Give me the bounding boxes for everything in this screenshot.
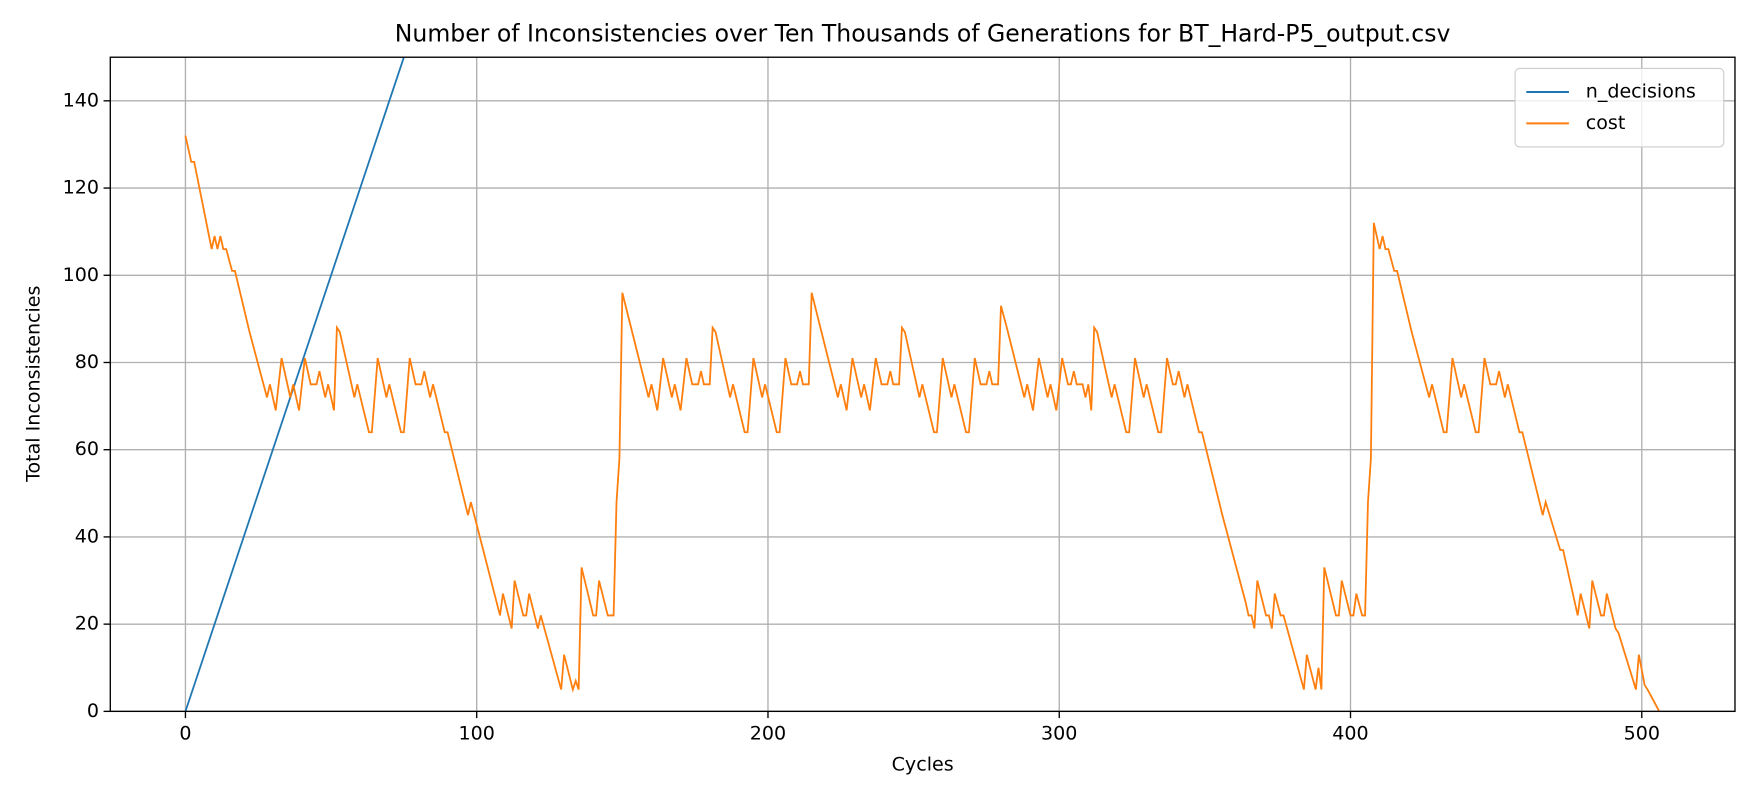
- y-tick-label: 40: [75, 525, 99, 547]
- x-axis-label: Cycles: [892, 754, 954, 776]
- x-tick-label: 0: [179, 722, 191, 744]
- legend-label: n_decisions: [1586, 81, 1696, 103]
- x-tick-label: 400: [1332, 722, 1368, 744]
- axes-frame: [109, 56, 1736, 713]
- y-tick-label: 140: [63, 89, 99, 111]
- y-tick-label: 100: [63, 264, 99, 286]
- x-tick-label: 100: [459, 722, 495, 744]
- y-tick-label: 20: [75, 613, 99, 635]
- plot-area: [184, 57, 1661, 712]
- y-axis-label: Total Inconsistencies: [22, 286, 44, 483]
- legend-box: [1514, 67, 1725, 148]
- grid: 0 100 200 300 400 500 0 20 40 60 80 100 120 140: [63, 57, 1735, 744]
- x-tick-label: 300: [1041, 722, 1077, 744]
- legend-label: cost: [1586, 112, 1626, 134]
- series-line: [184, 135, 1661, 712]
- y-tick-label: 80: [75, 351, 99, 373]
- y-tick-label: 0: [87, 700, 99, 722]
- x-tick-label: 200: [750, 722, 786, 744]
- y-tick-label: 60: [75, 438, 99, 460]
- series-line: [184, 57, 405, 712]
- chart-title: Number of Inconsistencies over Ten Thous…: [395, 19, 1451, 47]
- y-tick-label: 120: [63, 177, 99, 199]
- x-tick-label: 500: [1624, 722, 1660, 744]
